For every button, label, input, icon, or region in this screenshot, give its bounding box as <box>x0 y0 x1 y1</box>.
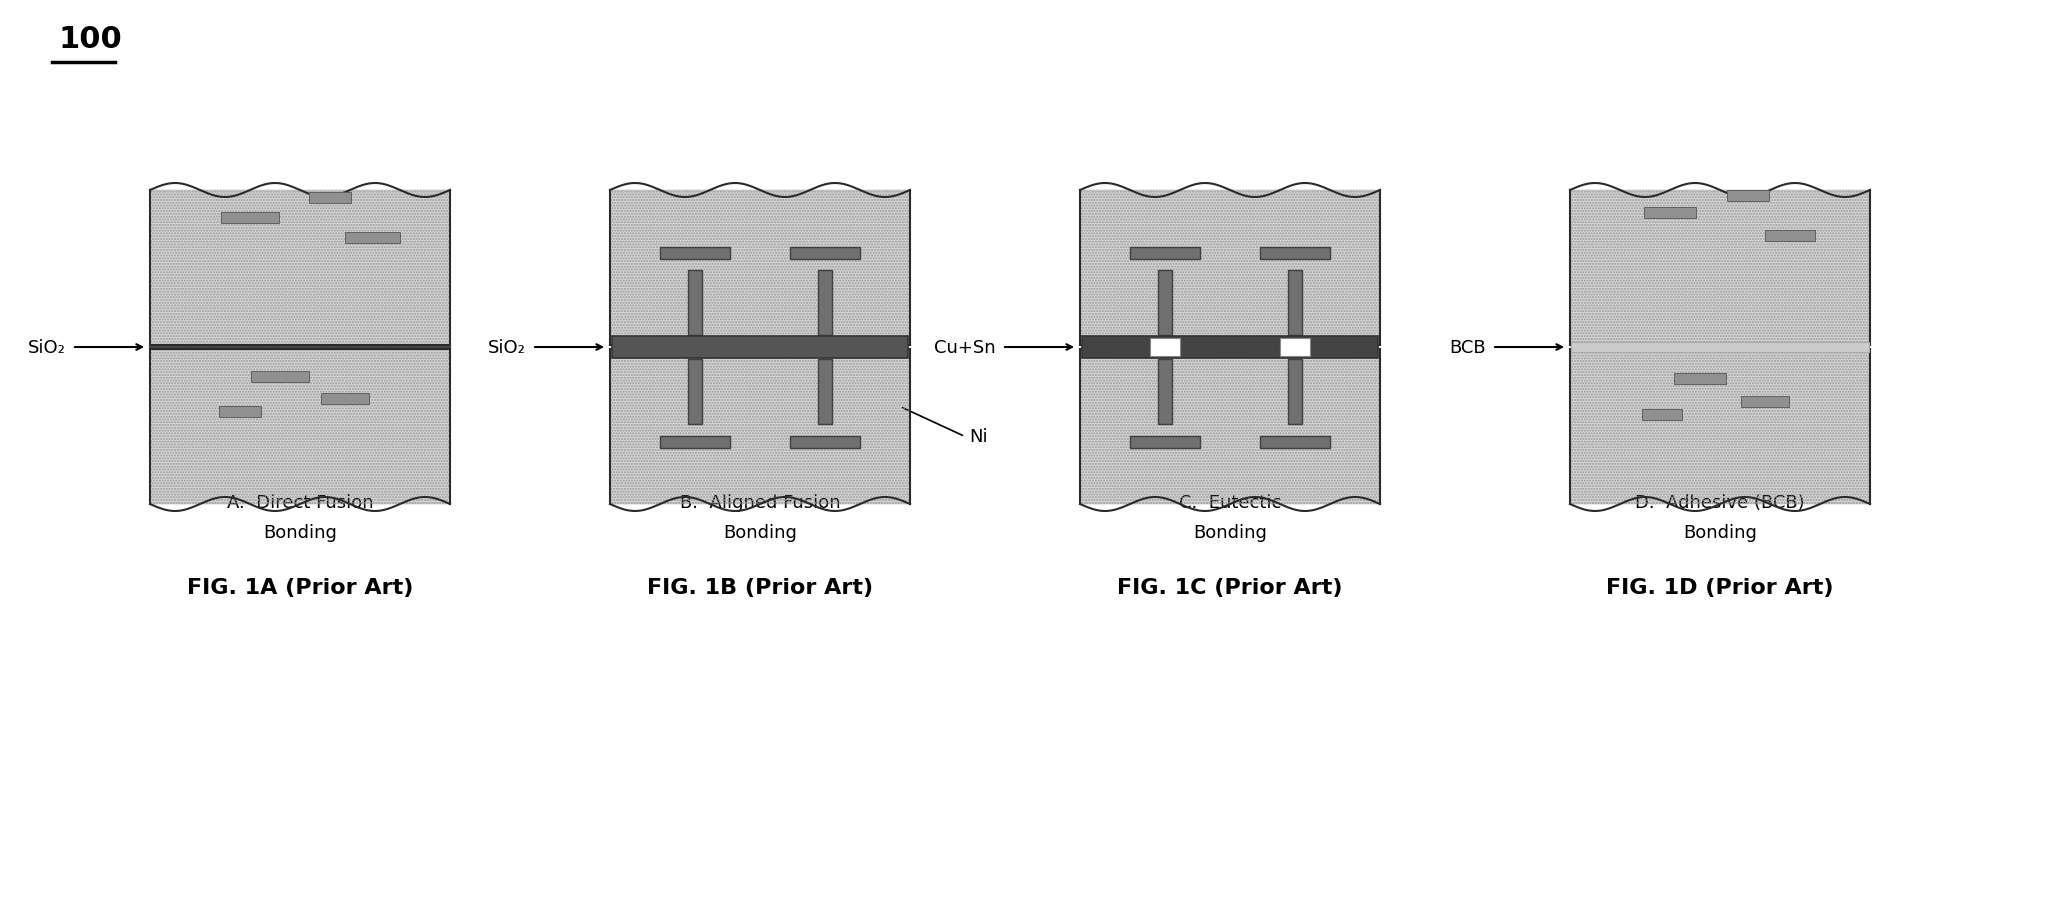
Polygon shape <box>252 372 309 382</box>
Text: A.  Direct Fusion: A. Direct Fusion <box>227 493 373 511</box>
Text: Bonding: Bonding <box>1683 523 1756 541</box>
Text: C.  Eutectic: C. Eutectic <box>1179 493 1281 511</box>
Polygon shape <box>1081 191 1380 345</box>
Text: FIG. 1B (Prior Art): FIG. 1B (Prior Art) <box>647 577 874 597</box>
Text: Ni: Ni <box>968 428 987 446</box>
Polygon shape <box>221 213 278 224</box>
Text: SiO₂: SiO₂ <box>29 338 66 356</box>
Polygon shape <box>1570 343 1869 353</box>
Text: D.  Adhesive (BCB): D. Adhesive (BCB) <box>1636 493 1805 511</box>
Polygon shape <box>659 247 731 259</box>
Text: SiO₂: SiO₂ <box>487 338 526 356</box>
Polygon shape <box>819 360 831 425</box>
Polygon shape <box>610 191 911 345</box>
Text: Cu+Sn: Cu+Sn <box>933 338 997 356</box>
Polygon shape <box>659 436 731 448</box>
Polygon shape <box>1642 410 1683 420</box>
Polygon shape <box>1159 271 1173 336</box>
Polygon shape <box>790 436 860 448</box>
Text: Bonding: Bonding <box>264 523 338 541</box>
Polygon shape <box>612 336 909 359</box>
Polygon shape <box>1159 360 1173 425</box>
Polygon shape <box>1742 397 1789 408</box>
Text: FIG. 1A (Prior Art): FIG. 1A (Prior Art) <box>186 577 413 597</box>
Polygon shape <box>1570 350 1871 504</box>
Polygon shape <box>1644 207 1697 219</box>
Polygon shape <box>1570 191 1871 345</box>
Polygon shape <box>1150 338 1179 356</box>
Text: Bonding: Bonding <box>723 523 796 541</box>
Polygon shape <box>819 271 831 336</box>
Text: FIG. 1D (Prior Art): FIG. 1D (Prior Art) <box>1607 577 1834 597</box>
Polygon shape <box>321 393 368 405</box>
Polygon shape <box>688 271 702 336</box>
Text: 100: 100 <box>57 25 121 54</box>
Polygon shape <box>610 350 911 504</box>
Polygon shape <box>149 191 450 345</box>
Polygon shape <box>344 233 399 244</box>
Polygon shape <box>1130 436 1200 448</box>
Text: BCB: BCB <box>1449 338 1486 356</box>
Text: FIG. 1C (Prior Art): FIG. 1C (Prior Art) <box>1118 577 1343 597</box>
Polygon shape <box>1261 436 1331 448</box>
Polygon shape <box>688 360 702 425</box>
Polygon shape <box>149 350 450 504</box>
Text: Bonding: Bonding <box>1193 523 1267 541</box>
Polygon shape <box>1765 231 1816 242</box>
Polygon shape <box>1279 338 1310 356</box>
Polygon shape <box>1288 360 1302 425</box>
Polygon shape <box>219 407 262 418</box>
Polygon shape <box>1081 350 1380 504</box>
Polygon shape <box>309 193 350 204</box>
Polygon shape <box>1083 336 1378 359</box>
Polygon shape <box>1130 247 1200 259</box>
Polygon shape <box>1288 271 1302 336</box>
Polygon shape <box>1261 247 1331 259</box>
Polygon shape <box>1728 191 1769 202</box>
Text: B.  Aligned Fusion: B. Aligned Fusion <box>680 493 841 511</box>
Polygon shape <box>790 247 860 259</box>
Polygon shape <box>1674 373 1726 384</box>
